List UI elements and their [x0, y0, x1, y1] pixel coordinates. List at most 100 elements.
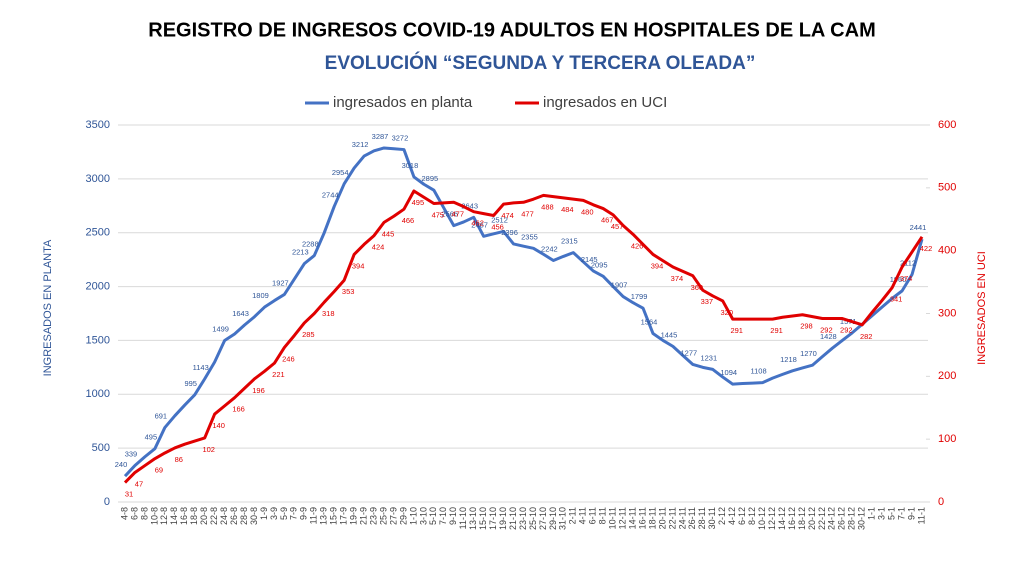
data-label: 445 — [382, 229, 395, 238]
data-label: 298 — [800, 322, 813, 331]
data-label: 360 — [691, 283, 704, 292]
x-tick-label: 13-10 — [468, 507, 478, 530]
legend-label: ingresados en planta — [333, 94, 473, 111]
x-tick-label: 23-10 — [518, 507, 528, 530]
x-tick-label: 18-11 — [647, 507, 657, 529]
y2-tick-label: 600 — [938, 119, 956, 131]
x-tick-label: 4-12 — [727, 507, 737, 525]
data-label: 3018 — [402, 161, 419, 170]
data-label: 292 — [840, 326, 853, 335]
x-tick-label: 11-9 — [309, 507, 319, 524]
x-tick-label: 8-11 — [598, 507, 608, 524]
x-tick-label: 1-1 — [867, 507, 877, 520]
x-tick-label: 11-10 — [458, 507, 468, 529]
x-tick-label: 30-8 — [249, 507, 259, 525]
data-label: 291 — [770, 326, 783, 335]
data-label: 166 — [232, 405, 245, 414]
data-label: 353 — [342, 287, 355, 296]
data-label: 318 — [322, 309, 335, 318]
data-label: 495 — [412, 198, 425, 207]
data-label: 488 — [541, 202, 554, 211]
x-tick-label: 28-12 — [847, 507, 857, 530]
data-label: 475 — [432, 211, 445, 220]
y2-tick-label: 300 — [938, 307, 956, 319]
data-label: 1907 — [611, 281, 628, 290]
data-label: 221 — [272, 370, 285, 379]
data-label: 426 — [631, 241, 644, 250]
data-label: 474 — [501, 211, 514, 220]
x-tick-label: 15-10 — [478, 507, 488, 530]
x-tick-label: 24-11 — [677, 507, 687, 529]
data-label: 1428 — [820, 332, 837, 341]
data-label: 424 — [372, 243, 385, 252]
x-tick-label: 3-10 — [418, 507, 428, 525]
data-label: 2441 — [910, 223, 927, 232]
x-tick-label: 3-1 — [877, 507, 887, 520]
data-label: 1643 — [232, 309, 249, 318]
data-label: 2895 — [421, 174, 438, 183]
x-tick-label: 14-12 — [777, 507, 787, 530]
data-label: 2145 — [581, 255, 598, 264]
data-label: 1499 — [212, 325, 229, 334]
data-label: 2512 — [491, 215, 508, 224]
x-tick-label: 28-11 — [697, 507, 707, 529]
data-label: 2242 — [541, 244, 558, 253]
x-tick-label: 20-12 — [807, 507, 817, 530]
data-label: 1108 — [751, 367, 767, 376]
x-tick-label: 9-9 — [299, 507, 309, 520]
data-label: 1218 — [780, 355, 797, 364]
x-tick-label: 20-8 — [199, 507, 209, 525]
data-label: 2315 — [561, 237, 578, 246]
data-label: 69 — [155, 466, 163, 475]
chart-title: REGISTRO DE INGRESOS COVID-19 ADULTOS EN… — [148, 19, 875, 41]
data-label: 477 — [452, 209, 465, 218]
series-line — [123, 146, 924, 478]
data-label: 422 — [920, 244, 933, 253]
x-tick-label: 5-1 — [886, 507, 896, 520]
x-tick-label: 14-8 — [169, 507, 179, 525]
x-tick-label: 7-1 — [896, 507, 906, 520]
x-tick-label: 16-12 — [787, 507, 797, 530]
data-label: 691 — [155, 412, 168, 421]
data-label: 2112 — [900, 258, 916, 267]
data-label: 196 — [252, 386, 265, 395]
data-label: 394 — [651, 261, 664, 270]
data-label: 2954 — [332, 168, 349, 177]
data-label: 47 — [135, 479, 143, 488]
data-label: 102 — [202, 445, 215, 454]
x-tick-label: 26-11 — [687, 507, 697, 529]
x-tick-label: 26-12 — [837, 507, 847, 530]
x-tick-label: 19-9 — [349, 507, 359, 525]
data-label: 1809 — [252, 291, 269, 300]
data-label: 456 — [491, 222, 504, 231]
data-label: 140 — [212, 421, 225, 430]
data-label: 337 — [701, 297, 714, 306]
x-tick-label: 29-9 — [398, 507, 408, 525]
legend-label: ingresados en UCI — [543, 94, 667, 111]
x-tick-label: 8-8 — [139, 507, 149, 520]
x-tick-label: 7-9 — [289, 507, 299, 520]
x-tick-label: 18-8 — [189, 507, 199, 525]
data-label: 1445 — [661, 330, 678, 339]
data-label: 282 — [860, 332, 873, 341]
y-axis-title: INGRESADOS EN PLANTA — [42, 239, 54, 376]
x-tick-label: 20-11 — [657, 507, 667, 529]
data-label: 1927 — [272, 278, 289, 287]
data-label: 292 — [820, 326, 833, 335]
data-label: 339 — [125, 449, 138, 458]
data-label: 1960 — [890, 275, 907, 284]
y-tick-label: 3000 — [86, 173, 110, 185]
x-tick-label: 29-10 — [548, 507, 558, 530]
data-label: 1231 — [700, 353, 717, 362]
x-tick-label: 5-9 — [279, 507, 289, 520]
x-tick-label: 22-8 — [209, 507, 219, 525]
x-tick-label: 27-9 — [388, 507, 398, 525]
y2-tick-label: 0 — [938, 496, 944, 508]
x-tick-label: 15-9 — [329, 507, 339, 525]
data-label: 495 — [145, 433, 158, 442]
data-label: 480 — [581, 207, 594, 216]
y-tick-label: 2500 — [86, 227, 110, 239]
y-tick-label: 2000 — [86, 280, 110, 292]
data-label: 995 — [184, 379, 197, 388]
